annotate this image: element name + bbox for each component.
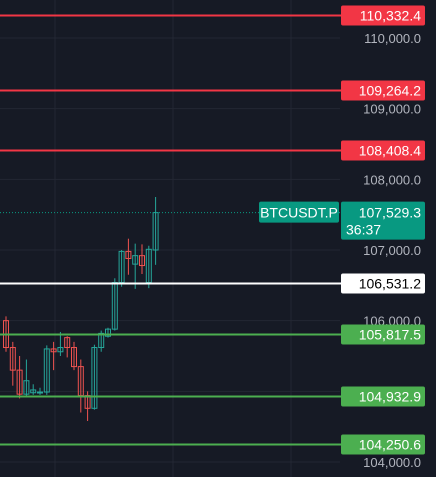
- price-axis-tick: 104,000.0: [363, 455, 421, 470]
- candle-body: [91, 347, 98, 409]
- candle[interactable]: [64, 336, 71, 358]
- level-tag-background: [341, 324, 425, 345]
- level-tag-background: [341, 80, 425, 101]
- level-tag-label: 104,932.9: [359, 389, 421, 405]
- price-axis-tick: 108,000.0: [363, 172, 421, 187]
- price-axis-tick: 109,000.0: [363, 102, 421, 117]
- current-price-badge: 107,529.336:37: [341, 201, 425, 240]
- level-tag-label: 104,250.6: [359, 437, 421, 453]
- symbol-badge-background: [259, 201, 339, 223]
- level-tag-resistance: 110,332.4: [341, 5, 425, 26]
- candle[interactable]: [37, 387, 43, 395]
- candle[interactable]: [152, 197, 159, 265]
- candle[interactable]: [125, 238, 132, 275]
- level-tag-background: [341, 273, 425, 294]
- symbol-label: BTCUSDT.P: [260, 205, 338, 221]
- candle[interactable]: [23, 359, 30, 396]
- candle[interactable]: [57, 331, 64, 356]
- candle-body: [105, 328, 111, 337]
- price-axis-tick: 110,000.0: [364, 31, 421, 46]
- candle[interactable]: [9, 341, 16, 386]
- candle-body: [23, 380, 30, 395]
- candle-countdown: 36:37: [346, 222, 381, 238]
- current-price-badge-background: [341, 201, 425, 240]
- candle-body: [16, 369, 23, 395]
- level-tag-label: 110,332.4: [360, 8, 421, 24]
- level-tag-background: [341, 5, 425, 26]
- level-tag-support: 105,817.5: [341, 324, 425, 345]
- candle[interactable]: [91, 344, 98, 410]
- candle-body: [37, 391, 43, 394]
- candle[interactable]: [132, 243, 139, 289]
- candle-body: [9, 347, 16, 371]
- level-tag-background: [341, 140, 425, 161]
- level-tag-background: [341, 434, 425, 455]
- candle[interactable]: [30, 384, 37, 395]
- candle[interactable]: [16, 356, 23, 399]
- candle-body: [152, 212, 159, 251]
- candle[interactable]: [50, 341, 57, 371]
- level-tag-resistance: 108,408.4: [341, 140, 425, 161]
- candle-body: [57, 347, 64, 353]
- level-tag-support: 104,250.6: [341, 434, 425, 455]
- level-tag-resistance: 109,264.2: [341, 80, 425, 101]
- candle-body: [98, 332, 105, 349]
- candle-body: [43, 348, 50, 393]
- candle-body: [125, 250, 132, 259]
- candle[interactable]: [139, 244, 145, 275]
- level-tag-support: 104,932.9: [341, 386, 425, 407]
- candle-body: [50, 348, 57, 353]
- price-axis-tick: 107,000.0: [363, 243, 421, 258]
- candle-body: [71, 347, 77, 368]
- candle-body: [132, 255, 139, 265]
- candle-body: [139, 255, 145, 267]
- level-tag-label: 108,408.4: [359, 143, 421, 159]
- candle[interactable]: [43, 345, 50, 395]
- current-price-value: 107,529.3: [359, 205, 421, 221]
- candle-body: [64, 337, 71, 349]
- level-tag-label: 106,531.2: [359, 276, 421, 292]
- candle-body: [30, 389, 37, 394]
- level-tag-label: 105,817.5: [359, 327, 421, 343]
- level-tag-pivot: 106,531.2: [341, 273, 425, 294]
- level-tag-label: 109,264.2: [359, 83, 421, 99]
- symbol-badge: BTCUSDT.P: [259, 201, 339, 223]
- candle[interactable]: [105, 327, 111, 338]
- candle[interactable]: [71, 341, 77, 371]
- level-tag-background: [341, 386, 425, 407]
